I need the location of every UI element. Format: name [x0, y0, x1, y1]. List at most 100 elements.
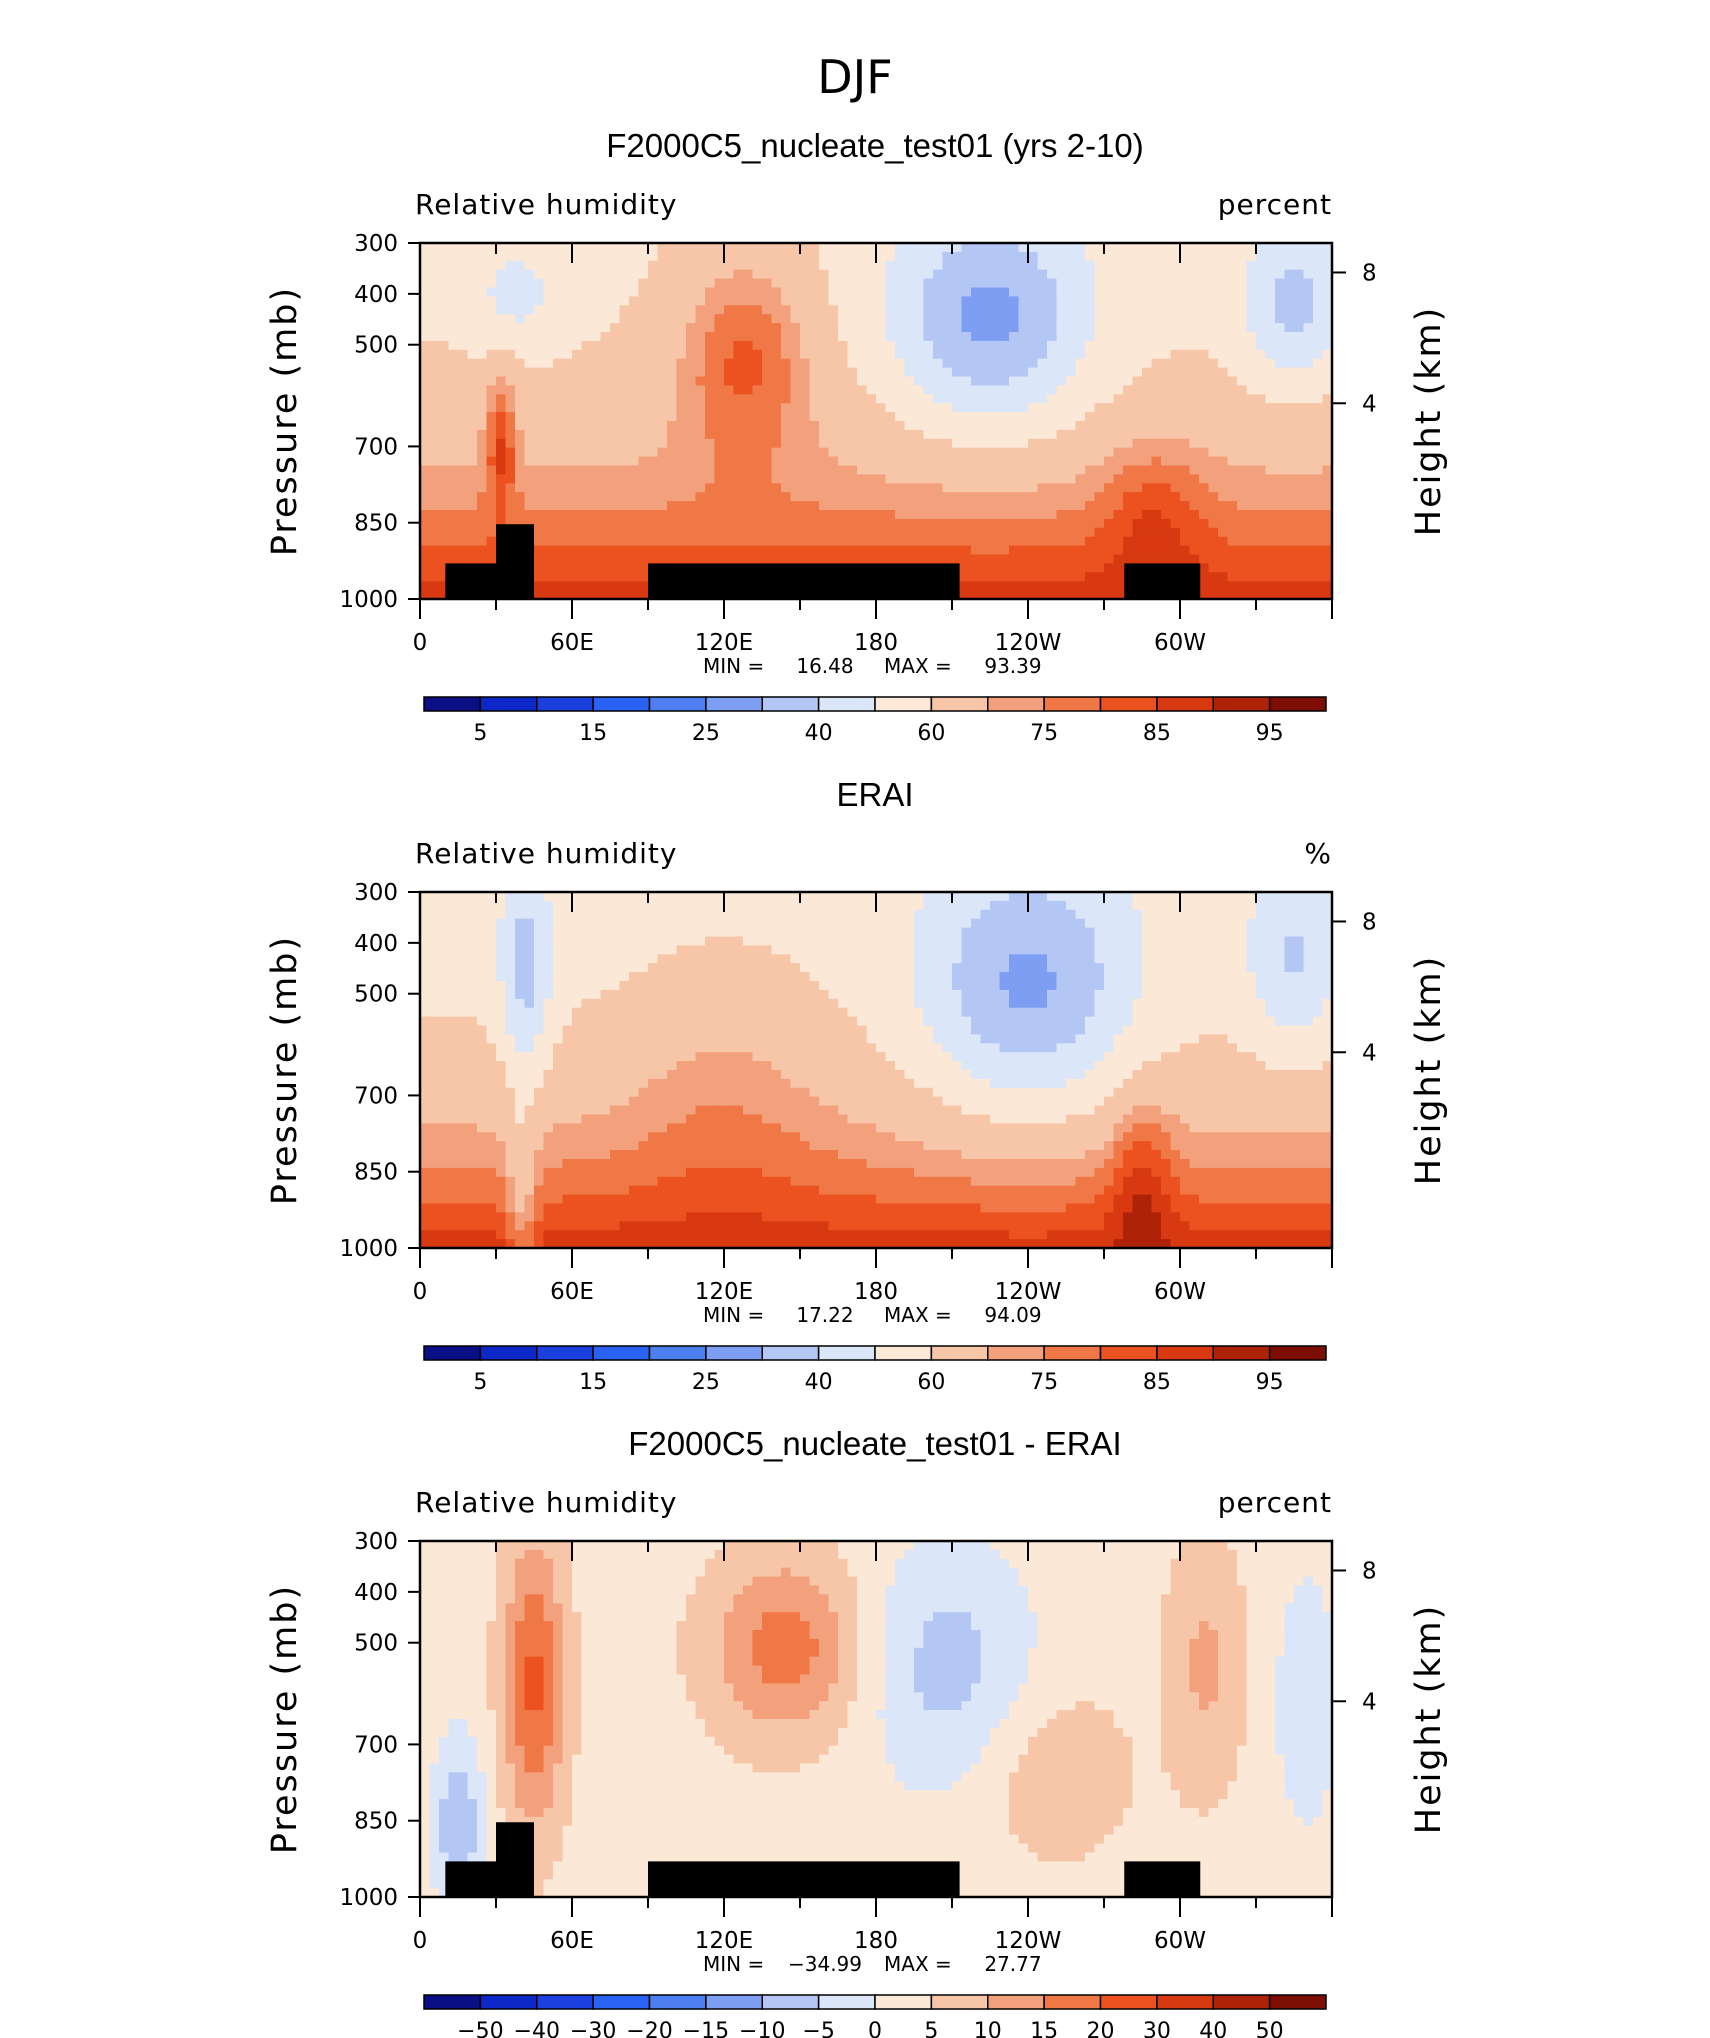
- field-cell: [705, 278, 716, 289]
- field-cell: [1085, 900, 1096, 911]
- field-cell: [534, 376, 545, 386]
- field-cell: [999, 909, 1010, 920]
- field-cell: [990, 296, 1001, 306]
- field-cell: [999, 892, 1010, 902]
- field-cell: [638, 972, 649, 982]
- field-cell: [1009, 260, 1020, 271]
- field-cell: [600, 581, 611, 591]
- field-cell: [486, 465, 497, 475]
- field-cell: [629, 474, 640, 484]
- field-cell: [866, 332, 877, 342]
- field-cell: [534, 918, 545, 929]
- field-cell: [999, 367, 1010, 378]
- field-cell: [1246, 349, 1257, 360]
- field-cell: [705, 447, 716, 458]
- field-cell: [600, 332, 611, 342]
- field-cell: [562, 963, 573, 973]
- field-cell: [477, 918, 488, 929]
- field-cell: [543, 296, 554, 306]
- field-cell: [838, 963, 849, 973]
- field-cell: [1265, 376, 1276, 386]
- field-cell: [885, 243, 896, 253]
- field-cell: [933, 251, 944, 262]
- field-cell: [876, 483, 887, 493]
- field-cell: [619, 927, 630, 938]
- field-cell: [562, 936, 573, 946]
- field-cell: [705, 376, 716, 386]
- field-cell: [743, 260, 754, 271]
- field-cell: [1275, 927, 1286, 938]
- field-cell: [904, 269, 915, 280]
- field-cell: [448, 900, 459, 911]
- field-cell: [448, 536, 459, 547]
- field-cell: [1227, 954, 1238, 964]
- field-cell: [1180, 474, 1191, 484]
- field-cell: [952, 527, 963, 538]
- field-cell: [600, 358, 611, 369]
- field-cell: [553, 918, 564, 929]
- field-cell: [562, 340, 573, 351]
- field-cell: [952, 483, 963, 493]
- field-cell: [724, 340, 735, 351]
- field-cell: [809, 367, 820, 378]
- field-cell: [999, 251, 1010, 262]
- field-cell: [1104, 314, 1115, 324]
- field-cell: [1132, 243, 1143, 253]
- field-cell: [752, 909, 763, 920]
- field-cell: [1104, 518, 1115, 529]
- field-cell: [895, 367, 906, 378]
- field-cell: [1018, 358, 1029, 369]
- field-cell: [562, 243, 573, 253]
- field-cell: [686, 447, 697, 458]
- field-cell: [876, 936, 887, 946]
- field-cell: [1303, 972, 1314, 982]
- field-cell: [1265, 936, 1276, 946]
- field-cell: [828, 892, 839, 902]
- field-cell: [1265, 278, 1276, 289]
- field-cell: [638, 936, 649, 946]
- field-cell: [600, 260, 611, 271]
- field-cell: [1227, 527, 1238, 538]
- field-cell: [800, 545, 811, 556]
- field-cell: [933, 527, 944, 538]
- field-cell: [629, 296, 640, 306]
- field-cell: [1066, 429, 1077, 440]
- field-cell: [1142, 278, 1153, 289]
- field-cell: [1284, 590, 1295, 599]
- field-cell: [857, 518, 868, 529]
- field-cell: [1303, 554, 1314, 564]
- field-cell: [1161, 510, 1172, 520]
- field-cell: [1113, 394, 1124, 404]
- field-cell: [515, 972, 526, 982]
- field-cell: [1208, 527, 1219, 538]
- field-cell: [752, 954, 763, 964]
- field-cell: [1237, 572, 1248, 582]
- field-cell: [1123, 305, 1134, 315]
- field-cell: [904, 945, 915, 955]
- field-cell: [790, 554, 801, 564]
- field-cell: [477, 981, 488, 991]
- field-cell: [724, 892, 735, 902]
- field-cell: [477, 269, 488, 280]
- field-cell: [429, 323, 440, 333]
- field-cell: [591, 243, 602, 253]
- field-cell: [1303, 981, 1314, 991]
- field-cell: [524, 314, 535, 324]
- field-cell: [638, 900, 649, 911]
- field-cell: [1066, 927, 1077, 938]
- field-cell: [1256, 945, 1267, 955]
- field-cell: [1199, 927, 1210, 938]
- field-cell: [1313, 563, 1324, 573]
- field-cell: [895, 447, 906, 458]
- field-cell: [477, 909, 488, 920]
- field-cell: [1066, 492, 1077, 502]
- field-cell: [828, 251, 839, 262]
- field-cell: [1256, 287, 1267, 297]
- field-cell: [1113, 412, 1124, 422]
- field-cell: [1018, 954, 1029, 964]
- field-cell: [743, 465, 754, 475]
- field-cell: [1189, 403, 1200, 413]
- field-cell: [1028, 394, 1039, 404]
- field-cell: [847, 243, 858, 253]
- field-cell: [857, 429, 868, 440]
